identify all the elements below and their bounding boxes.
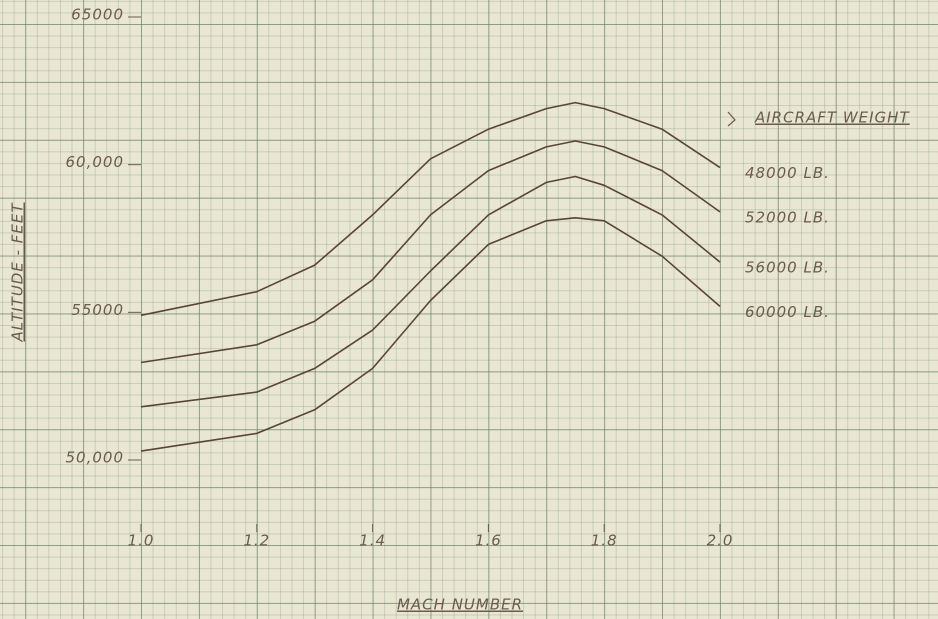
x-tick-label: 2.0	[707, 532, 734, 550]
legend-label: 52000 LB.	[745, 208, 830, 226]
legend-title: AIRCRAFT WEIGHT	[754, 109, 910, 127]
series-line	[140, 217, 721, 452]
x-tick-label: 1.0	[128, 532, 155, 550]
x-tick-label: 1.8	[591, 532, 618, 550]
series-line	[140, 175, 721, 408]
y-axis-label: ALTITUDE - FEET	[9, 202, 27, 343]
legend-label: 56000 LB.	[745, 259, 830, 277]
y-tick-label: 50,000	[66, 449, 125, 467]
x-tick-label: 1.6	[475, 532, 502, 550]
legend-label: 60000 LB.	[745, 303, 830, 321]
x-axis-label: MACH NUMBER	[397, 596, 523, 614]
series-line	[140, 101, 721, 317]
x-tick-label: 1.4	[359, 532, 386, 550]
series-line	[140, 140, 721, 364]
x-tick-label: 1.2	[243, 532, 270, 550]
y-tick-label: 60,000	[66, 153, 125, 171]
legend-arrow	[727, 111, 736, 127]
legend-label: 48000 LB.	[745, 164, 830, 182]
y-tick-label: 55000	[71, 301, 124, 319]
y-tick-label: 65000	[71, 6, 124, 24]
